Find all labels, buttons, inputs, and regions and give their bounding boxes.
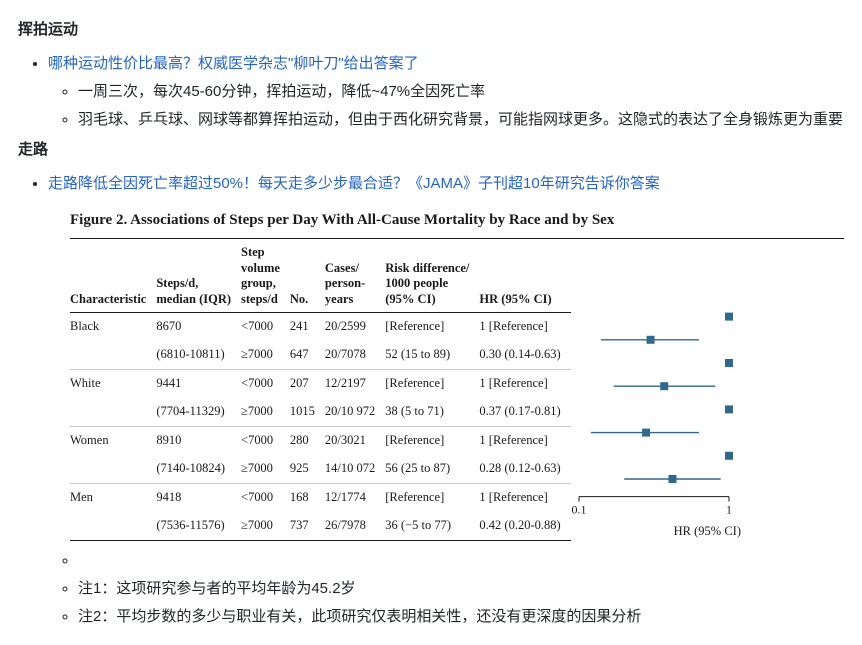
table-cell: 8910 [156, 426, 241, 455]
table-cell: 241 [290, 312, 325, 341]
table-cell: 1 [Reference] [479, 369, 570, 398]
table-cell: 280 [290, 426, 325, 455]
table-cell: (6810-10811) [156, 341, 241, 370]
table-cell: ≥7000 [241, 512, 290, 541]
table-row: (7704-11329)≥7000101520/10 97238 (5 to 7… [70, 398, 571, 427]
list-item-note1: 注1：这项研究参与者的平均年龄为45.2岁 [78, 577, 844, 601]
column-header: Stepvolumegroup,steps/d [241, 243, 290, 312]
table-cell [70, 512, 156, 541]
forest-plot: 0.1 1 HR (95% CI) [571, 243, 844, 541]
table-cell: [Reference] [385, 483, 479, 512]
table-cell: 20/3021 [325, 426, 385, 455]
table-cell: 737 [290, 512, 325, 541]
table-cell: <7000 [241, 369, 290, 398]
column-header: Characteristic [70, 243, 156, 312]
table-cell: 20/2599 [325, 312, 385, 341]
table-cell: (7536-11576) [156, 512, 241, 541]
table-cell: Women [70, 426, 156, 455]
table-cell: Men [70, 483, 156, 512]
table-cell: 56 (25 to 87) [385, 455, 479, 484]
table-cell: 1 [Reference] [479, 312, 570, 341]
column-header: HR (95% CI) [479, 243, 570, 312]
table-row: White9441<700020712/2197[Reference]1 [Re… [70, 369, 571, 398]
table-cell: 1015 [290, 398, 325, 427]
table-cell: <7000 [241, 312, 290, 341]
list-item: 走路降低全因死亡率超过50%！每天走多少步最合适？《JAMA》子刊超10年研究告… [48, 172, 844, 629]
table-cell: 9441 [156, 369, 241, 398]
section-heading-racket: 挥拍运动 [18, 18, 844, 42]
list-item-empty [78, 549, 844, 573]
table-cell: <7000 [241, 483, 290, 512]
list-racket: 哪种运动性价比最高？权威医学杂志"柳叶刀"给出答案了 一周三次，每次45-60分… [18, 52, 844, 132]
table-cell: 0.42 (0.20-0.88) [479, 512, 570, 541]
table-cell [70, 398, 156, 427]
table-cell: 207 [290, 369, 325, 398]
table-cell: 0.37 (0.17-0.81) [479, 398, 570, 427]
figure-title: Figure 2. Associations of Steps per Day … [70, 204, 844, 239]
axis-label-hr: HR (95% CI) [571, 521, 844, 541]
column-header: Risk difference/1000 people(95% CI) [385, 243, 479, 312]
column-header: No. [290, 243, 325, 312]
table-cell: 0.30 (0.14-0.63) [479, 341, 570, 370]
table-cell: 168 [290, 483, 325, 512]
table-cell: 20/10 972 [325, 398, 385, 427]
list-walking: 走路降低全因死亡率超过50%！每天走多少步最合适？《JAMA》子刊超10年研究告… [18, 172, 844, 629]
table-cell [70, 341, 156, 370]
table-cell: 1 [Reference] [479, 483, 570, 512]
table-cell: 12/1774 [325, 483, 385, 512]
table-cell: [Reference] [385, 312, 479, 341]
figure-table: CharacteristicSteps/d,median (IQR)Stepvo… [70, 243, 571, 541]
table-cell: (7140-10824) [156, 455, 241, 484]
table-cell: 925 [290, 455, 325, 484]
table-cell: 20/7078 [325, 341, 385, 370]
table-cell: 8670 [156, 312, 241, 341]
table-cell: 12/2197 [325, 369, 385, 398]
table-cell: 9418 [156, 483, 241, 512]
table-cell: 14/10 072 [325, 455, 385, 484]
table-cell: [Reference] [385, 369, 479, 398]
table-cell: <7000 [241, 426, 290, 455]
table-cell: 647 [290, 341, 325, 370]
table-cell: Black [70, 312, 156, 341]
table-row: (7140-10824)≥700092514/10 07256 (25 to 8… [70, 455, 571, 484]
table-cell: 1 [Reference] [479, 426, 570, 455]
list-item-note2: 注2：平均步数的多少与职业有关，此项研究仅表明相关性，还没有更深度的因果分析 [78, 605, 844, 629]
table-row: Men9418<700016812/1774[Reference]1 [Refe… [70, 483, 571, 512]
table-cell: 38 (5 to 71) [385, 398, 479, 427]
table-cell: ≥7000 [241, 455, 290, 484]
link-walking-article[interactable]: 走路降低全因死亡率超过50%！每天走多少步最合适？《JAMA》子刊超10年研究告… [48, 175, 660, 192]
link-racket-article[interactable]: 哪种运动性价比最高？权威医学杂志"柳叶刀"给出答案了 [48, 55, 419, 72]
svg-text:0.1: 0.1 [571, 503, 586, 517]
section-heading-walking: 走路 [18, 138, 844, 162]
table-row: Black8670<700024120/2599[Reference]1 [Re… [70, 312, 571, 341]
table-row: (6810-10811)≥700064720/707852 (15 to 89)… [70, 341, 571, 370]
table-row: Women8910<700028020/3021[Reference]1 [Re… [70, 426, 571, 455]
table-row: (7536-11576)≥700073726/797836 (−5 to 77)… [70, 512, 571, 541]
table-cell: ≥7000 [241, 398, 290, 427]
list-item: 哪种运动性价比最高？权威医学杂志"柳叶刀"给出答案了 一周三次，每次45-60分… [48, 52, 844, 132]
table-cell [70, 455, 156, 484]
table-cell: (7704-11329) [156, 398, 241, 427]
table-cell: 26/7978 [325, 512, 385, 541]
column-header: Steps/d,median (IQR) [156, 243, 241, 312]
table-cell: ≥7000 [241, 341, 290, 370]
svg-text:1: 1 [726, 503, 732, 517]
list-item: 一周三次，每次45-60分钟，挥拍运动，降低~47%全因死亡率 [78, 80, 844, 104]
table-cell: 36 (−5 to 77) [385, 512, 479, 541]
column-header: Cases/person-years [325, 243, 385, 312]
table-cell: White [70, 369, 156, 398]
table-cell: 52 (15 to 89) [385, 341, 479, 370]
figure-2: Figure 2. Associations of Steps per Day … [70, 204, 844, 541]
table-cell: [Reference] [385, 426, 479, 455]
list-item: 羽毛球、乒乓球、网球等都算挥拍运动，但由于西化研究背景，可能指网球更多。这隐式的… [78, 108, 844, 132]
table-cell: 0.28 (0.12-0.63) [479, 455, 570, 484]
